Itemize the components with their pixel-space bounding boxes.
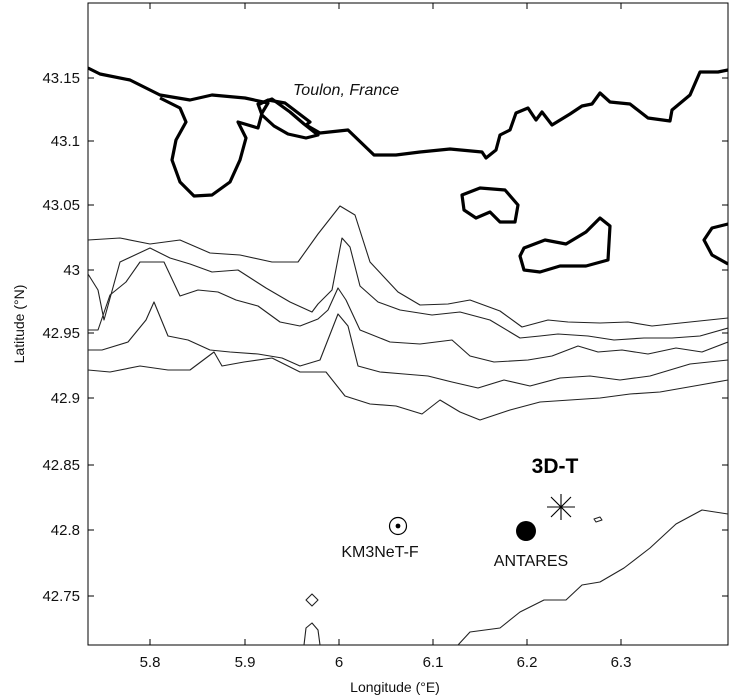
contour-1 xyxy=(88,205,728,328)
place-label: Toulon, France xyxy=(293,82,399,99)
circle-dot-icon xyxy=(388,516,408,536)
coastline-main xyxy=(257,68,728,160)
y-axis-title: Latitude (°N) xyxy=(11,285,27,364)
coast-lagoon-1 xyxy=(460,186,520,224)
x-axis-title: Longitude (°E) xyxy=(350,679,440,695)
coast-island-1 xyxy=(256,97,320,140)
y-tick-label: 43.05 xyxy=(42,197,80,214)
site-label-antares: ANTARES xyxy=(494,553,568,570)
x-tick-label: 6 xyxy=(335,654,343,671)
site-antares: ANTARES xyxy=(494,521,568,570)
coastline xyxy=(88,66,270,198)
contour-3 xyxy=(88,261,728,363)
y-tick-label: 43.1 xyxy=(51,133,80,150)
contour-diamond xyxy=(305,593,319,607)
contour-4 xyxy=(88,301,728,389)
contour-5 xyxy=(88,351,728,421)
coast-lagoon-3 xyxy=(702,222,728,266)
y-tick-label: 43.15 xyxy=(42,70,80,87)
contour-spot xyxy=(593,516,603,523)
site-label-3d-t: 3D-T xyxy=(532,455,579,478)
site-3d-t: 3D-T xyxy=(532,455,579,520)
x-tick-label: 5.8 xyxy=(140,654,161,671)
y-tick-label: 42.85 xyxy=(42,457,80,474)
plot-frame xyxy=(87,2,729,646)
y-tick-label: 42.9 xyxy=(51,390,80,407)
x-tick-labels: 5.8 5.9 6 6.1 6.2 6.3 xyxy=(140,654,632,671)
y-tick-labels: 43.15 43.1 43.05 43 42.95 42.9 42.85 42.8 42.75 xyxy=(42,70,80,605)
axis-ticks xyxy=(88,3,728,645)
asterisk-icon xyxy=(547,494,575,520)
site-km3net-f: KM3NeT-F xyxy=(341,516,419,561)
x-tick-label: 6.2 xyxy=(517,654,538,671)
contour-deep xyxy=(457,509,728,645)
filled-circle-icon xyxy=(516,521,536,541)
contour-2 xyxy=(88,237,728,341)
y-tick-label: 42.95 xyxy=(42,325,80,342)
y-tick-label: 42.8 xyxy=(51,522,80,539)
contour-seamount xyxy=(303,622,321,645)
circle-dot-center xyxy=(395,523,401,529)
y-tick-label: 43 xyxy=(63,262,80,279)
x-tick-label: 6.1 xyxy=(423,654,444,671)
x-tick-label: 6.3 xyxy=(611,654,632,671)
x-tick-label: 5.9 xyxy=(235,654,256,671)
site-label-km3net-f: KM3NeT-F xyxy=(341,544,419,561)
y-tick-label: 42.75 xyxy=(42,588,80,605)
coast-lagoon-2 xyxy=(518,216,612,274)
